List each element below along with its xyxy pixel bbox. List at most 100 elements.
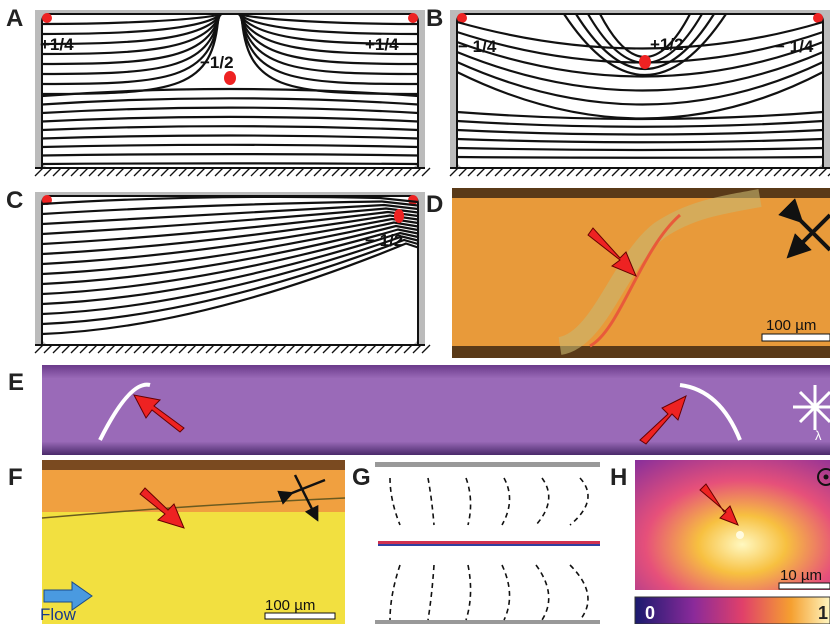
hatch: [53, 345, 61, 353]
hatch: [233, 345, 241, 353]
panel-label: F: [8, 464, 23, 491]
panel-label: C: [6, 187, 23, 214]
hatch: [495, 168, 503, 176]
hatch: [224, 345, 232, 353]
hatch: [269, 168, 277, 176]
hatch: [657, 168, 665, 176]
hatch: [747, 168, 755, 176]
hatch: [350, 345, 358, 353]
hatch: [305, 345, 313, 353]
director: [390, 565, 400, 620]
director: [536, 565, 549, 620]
director: [428, 565, 434, 620]
direction: [824, 475, 829, 480]
hatch: [134, 345, 142, 353]
hatch: [62, 345, 70, 353]
hatch: [603, 168, 611, 176]
defect-label: − 1/4: [775, 37, 814, 56]
hatch: [729, 168, 737, 176]
hatch: [215, 345, 223, 353]
panel-label: A: [6, 5, 23, 32]
panel-label: D: [426, 191, 443, 218]
hatch: [531, 168, 539, 176]
director: [466, 478, 471, 525]
hatch: [522, 168, 530, 176]
hatch: [260, 345, 268, 353]
hatch: [630, 168, 638, 176]
panel-label: E: [8, 369, 24, 396]
director: [502, 478, 510, 525]
hatch: [558, 168, 566, 176]
defect-label: − 1/4: [458, 37, 497, 56]
hatch: [386, 168, 394, 176]
hatch: [215, 168, 223, 176]
director: [502, 565, 510, 620]
hatch: [80, 168, 88, 176]
hatch: [341, 345, 349, 353]
hatch: [134, 168, 142, 176]
hatch: [612, 168, 620, 176]
hatch: [107, 345, 115, 353]
hatch: [359, 345, 367, 353]
hatch: [152, 168, 160, 176]
panel-label: H: [610, 464, 627, 491]
hatch: [89, 345, 97, 353]
hatch: [368, 168, 376, 176]
hatch: [792, 168, 800, 176]
hatch: [450, 168, 458, 176]
hatch: [233, 168, 241, 176]
hatch: [540, 168, 548, 176]
defect-label: +1/4: [365, 35, 399, 54]
hatch: [395, 168, 403, 176]
director: [570, 478, 588, 525]
defect: [639, 55, 651, 69]
hatch: [287, 168, 295, 176]
hatch: [594, 168, 602, 176]
hatch: [675, 168, 683, 176]
hatch: [116, 345, 124, 353]
scale-bar: [762, 334, 830, 341]
hatch: [549, 168, 557, 176]
hatch: [179, 168, 187, 176]
panel-label: G: [352, 464, 371, 491]
colorbar-label: 0: [645, 603, 655, 623]
hatch: [404, 345, 412, 353]
wall-blue: [378, 544, 600, 546]
director: [428, 478, 434, 525]
hatch: [278, 168, 286, 176]
hatch: [350, 168, 358, 176]
hatch: [143, 168, 151, 176]
hatch: [422, 168, 430, 176]
hatch: [197, 345, 205, 353]
hatch: [53, 168, 61, 176]
hatch: [368, 345, 376, 353]
hatch: [486, 168, 494, 176]
hatch: [188, 168, 196, 176]
hatch: [98, 168, 106, 176]
hatch: [332, 168, 340, 176]
hatch: [395, 345, 403, 353]
hatch: [125, 345, 133, 353]
hatch: [819, 168, 827, 176]
hatch: [242, 168, 250, 176]
hatch: [468, 168, 476, 176]
hatch: [341, 168, 349, 176]
hatch: [684, 168, 692, 176]
hatch: [422, 345, 430, 353]
hatch: [305, 168, 313, 176]
hatch: [206, 168, 214, 176]
field-line: [42, 163, 418, 164]
hatch: [711, 168, 719, 176]
defect-label: − 1/2: [365, 231, 403, 250]
hatch: [413, 168, 421, 176]
flow-label: Flow: [40, 605, 77, 624]
panel-label: B: [426, 5, 443, 32]
hatch: [648, 168, 656, 176]
drawings: [35, 10, 830, 624]
hatch: [504, 168, 512, 176]
hatch: [810, 168, 818, 176]
defect: [394, 209, 404, 223]
hatch: [251, 345, 259, 353]
defect-label: −1/2: [200, 53, 234, 72]
hatch: [765, 168, 773, 176]
